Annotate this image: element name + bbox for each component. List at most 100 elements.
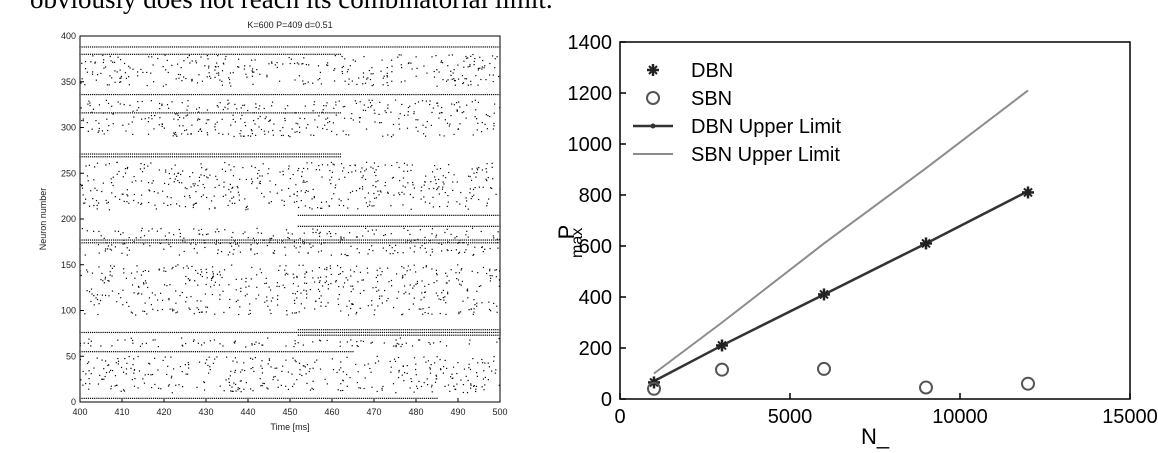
raster-spike xyxy=(257,53,260,55)
raster-spike xyxy=(274,367,276,369)
raster-spike xyxy=(272,129,274,132)
raster-spike xyxy=(489,270,491,272)
raster-spike xyxy=(318,232,320,235)
raster-spike xyxy=(103,237,105,239)
raster-spike xyxy=(263,239,265,241)
raster-spike xyxy=(467,214,470,216)
raster-spike xyxy=(239,387,241,390)
raster-spike xyxy=(157,156,159,158)
raster-spike xyxy=(362,279,365,281)
raster-spike xyxy=(142,282,145,284)
raster-spike xyxy=(453,385,455,387)
raster-spike xyxy=(282,365,284,367)
raster-spike xyxy=(373,214,375,216)
raster-spike xyxy=(453,78,455,80)
raster-spike xyxy=(331,130,333,133)
raster-spike xyxy=(344,80,346,82)
raster-spike xyxy=(102,53,104,55)
raster-spike xyxy=(245,351,247,353)
raster-spike xyxy=(447,384,450,386)
raster-spike xyxy=(476,171,478,174)
raster-spike xyxy=(123,239,125,241)
raster-spike xyxy=(235,390,237,392)
raster-spike xyxy=(269,289,272,291)
raster-spike xyxy=(263,107,265,110)
raster-spike xyxy=(457,279,460,281)
raster-spike xyxy=(344,351,346,353)
raster-spike xyxy=(125,277,128,279)
raster-spike xyxy=(355,102,358,105)
raster-spike xyxy=(485,168,487,170)
raster-spike xyxy=(430,334,432,336)
raster-spike xyxy=(339,273,342,275)
raster-spike xyxy=(486,179,488,182)
raster-spike xyxy=(299,156,302,158)
raster-spike xyxy=(339,225,341,227)
raster-spike xyxy=(143,235,146,237)
raster-spike xyxy=(192,204,194,206)
raster-spike xyxy=(195,243,197,246)
raster-spike xyxy=(312,153,314,155)
raster-spike xyxy=(340,361,342,363)
raster-spike xyxy=(80,379,82,381)
raster-spike xyxy=(205,93,207,96)
raster-spike xyxy=(314,329,316,331)
raster-spike xyxy=(203,381,205,383)
raster-spike xyxy=(256,252,258,255)
raster-spike xyxy=(283,46,285,48)
raster-spike xyxy=(423,133,425,135)
raster-spike xyxy=(376,281,379,283)
raster-spike xyxy=(182,156,184,158)
raster-spike xyxy=(147,121,149,123)
raster-spike xyxy=(236,351,239,353)
raster-spike xyxy=(381,242,383,244)
raster-spike xyxy=(350,351,352,353)
raster-spike xyxy=(355,236,358,238)
raster-spike xyxy=(470,387,472,389)
raster-spike xyxy=(188,242,190,244)
raster-spike xyxy=(445,302,447,304)
raster-spike xyxy=(390,397,392,399)
raster-spike xyxy=(368,204,371,206)
series-point-sbn xyxy=(1021,376,1035,391)
raster-spike xyxy=(129,67,131,69)
raster-spike xyxy=(375,169,377,171)
raster-spike xyxy=(318,290,321,292)
raster-spike xyxy=(250,249,252,251)
raster-spike xyxy=(81,242,83,244)
raster-spike xyxy=(480,214,482,216)
raster-spike xyxy=(136,239,138,241)
raster-spike xyxy=(407,182,409,184)
raster-spike xyxy=(200,163,202,165)
raster-spike xyxy=(205,153,207,155)
raster-spike xyxy=(325,46,327,48)
raster-spike xyxy=(182,331,184,334)
raster-spike xyxy=(113,239,115,241)
raster-spike xyxy=(375,331,377,334)
raster-spike xyxy=(404,46,407,48)
raster-spike xyxy=(346,334,348,336)
raster-spike xyxy=(482,242,484,244)
raster-spike xyxy=(398,166,400,169)
raster-spike xyxy=(129,153,131,155)
raster-spike xyxy=(397,252,399,254)
raster-spike xyxy=(174,131,177,134)
raster-spike xyxy=(294,112,297,114)
raster-spike xyxy=(381,334,383,336)
raster-spike xyxy=(360,225,362,227)
raster-spike xyxy=(260,93,262,96)
raster-spike xyxy=(331,46,333,48)
raster-spike xyxy=(129,239,131,241)
raster-spike xyxy=(198,233,200,235)
raster-spike xyxy=(329,351,331,353)
raster-spike xyxy=(87,331,89,334)
raster-spike xyxy=(140,153,142,155)
raster-spike xyxy=(117,363,119,365)
raster-spike xyxy=(493,329,495,331)
raster-spike xyxy=(364,197,366,199)
raster-spike xyxy=(310,112,312,114)
raster-spike xyxy=(284,269,286,271)
raster-spike xyxy=(218,184,220,186)
pmax-y-tick-label: 1000 xyxy=(568,134,613,156)
raster-spike xyxy=(234,239,236,241)
